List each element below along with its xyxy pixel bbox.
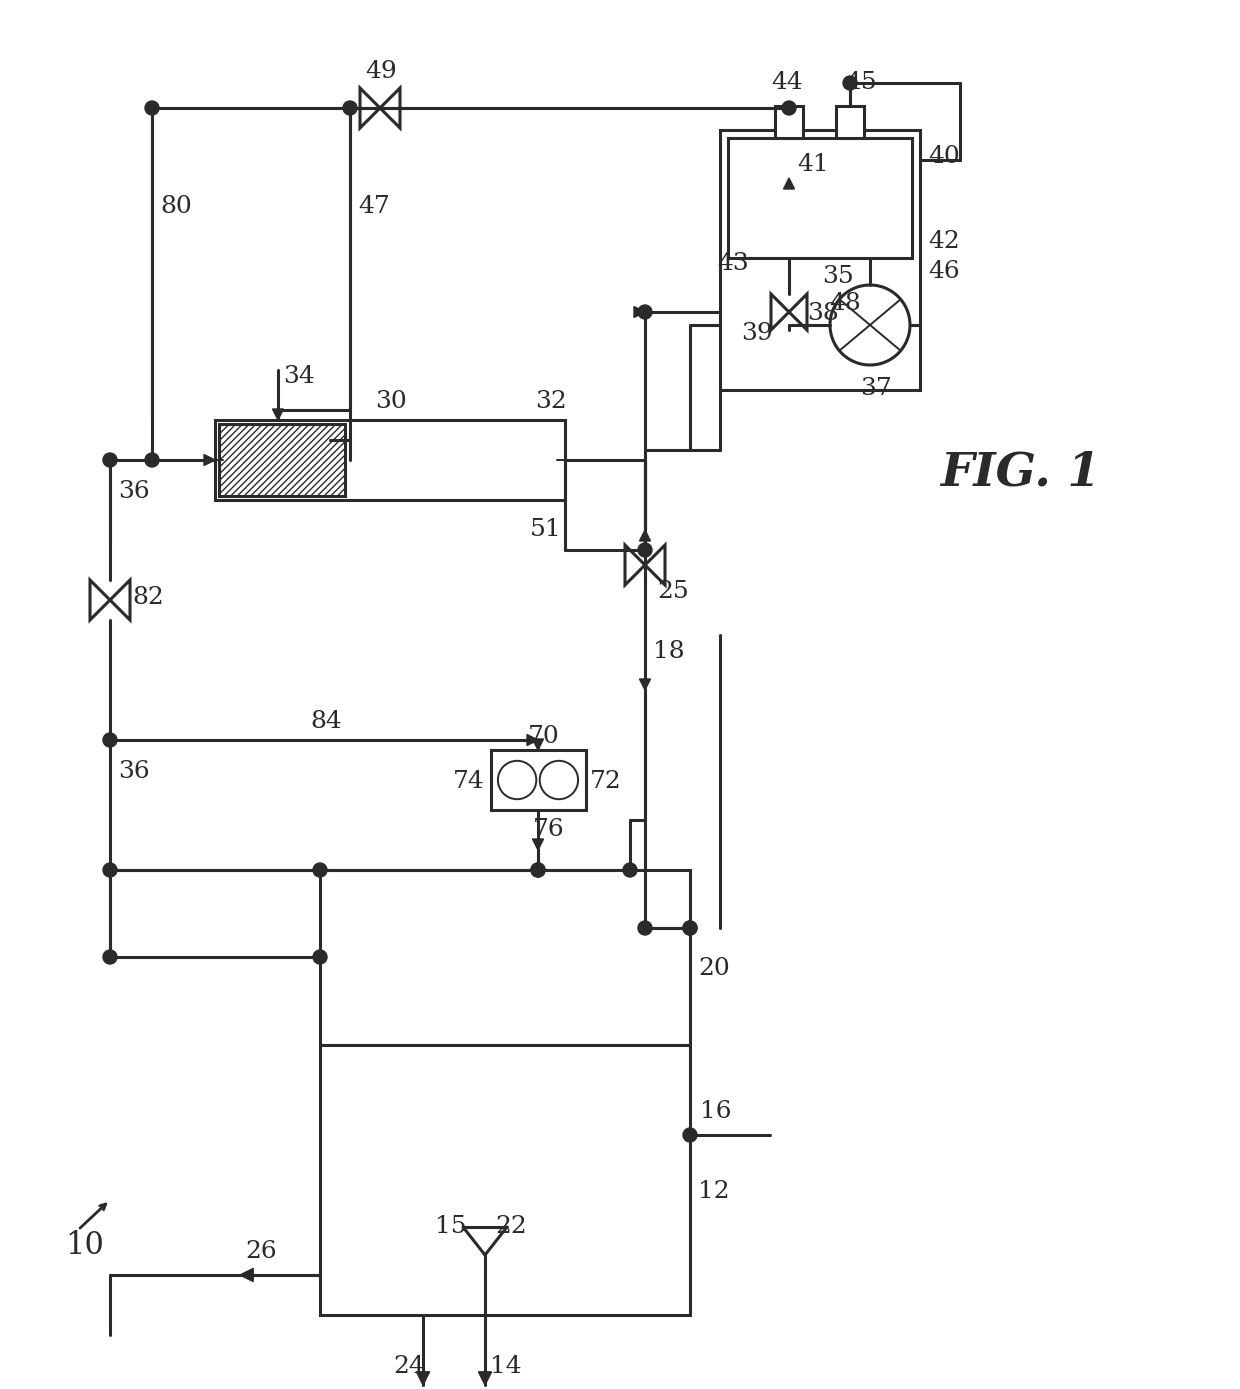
Polygon shape: [634, 307, 645, 318]
Bar: [775, 106, 804, 138]
Text: 84: 84: [310, 710, 342, 733]
Text: 32: 32: [534, 390, 567, 413]
Bar: [320, 870, 689, 1045]
Polygon shape: [640, 531, 651, 540]
Text: 36: 36: [118, 760, 150, 783]
Text: 22: 22: [495, 1215, 527, 1238]
Text: 47: 47: [358, 194, 389, 218]
Polygon shape: [479, 1372, 491, 1385]
Circle shape: [683, 921, 697, 935]
Text: 38: 38: [807, 301, 838, 325]
Circle shape: [683, 1128, 697, 1142]
Text: 18: 18: [653, 640, 684, 663]
Text: 34: 34: [283, 365, 315, 388]
Circle shape: [683, 921, 697, 935]
Circle shape: [103, 453, 117, 467]
Polygon shape: [532, 739, 543, 750]
Circle shape: [622, 863, 637, 876]
Circle shape: [639, 306, 652, 319]
Text: 26: 26: [246, 1240, 277, 1263]
Text: 14: 14: [490, 1356, 522, 1378]
Text: 35: 35: [822, 265, 854, 288]
Text: 70: 70: [528, 725, 559, 749]
Text: 30: 30: [374, 390, 407, 413]
Circle shape: [343, 101, 357, 115]
Polygon shape: [532, 839, 543, 850]
Text: 41: 41: [797, 153, 828, 176]
Bar: [836, 106, 864, 138]
Text: 82: 82: [131, 586, 164, 608]
Polygon shape: [241, 1268, 253, 1282]
Text: 16: 16: [701, 1100, 732, 1122]
Bar: [728, 138, 911, 258]
Circle shape: [639, 921, 652, 935]
Text: 48: 48: [830, 292, 861, 315]
Text: 12: 12: [698, 1181, 729, 1203]
Text: 24: 24: [393, 1356, 425, 1378]
Circle shape: [103, 733, 117, 747]
Text: 51: 51: [529, 518, 562, 540]
Text: 20: 20: [698, 957, 730, 981]
Text: 42: 42: [928, 231, 960, 253]
Text: 80: 80: [160, 194, 192, 218]
Circle shape: [145, 453, 159, 467]
Polygon shape: [527, 735, 538, 746]
Text: 76: 76: [533, 818, 564, 840]
Circle shape: [145, 101, 159, 115]
Circle shape: [103, 950, 117, 964]
Polygon shape: [273, 408, 284, 419]
Bar: [320, 1045, 689, 1315]
Polygon shape: [784, 178, 795, 189]
Circle shape: [531, 863, 546, 876]
Text: 44: 44: [771, 71, 802, 94]
Circle shape: [312, 950, 327, 964]
Text: 25: 25: [657, 581, 688, 603]
Text: 10: 10: [64, 1231, 104, 1261]
Bar: [215, 419, 565, 500]
Text: 15: 15: [435, 1215, 466, 1238]
Text: 74: 74: [453, 770, 485, 793]
Text: 49: 49: [365, 60, 397, 83]
Text: FIG. 1: FIG. 1: [940, 450, 1100, 496]
Text: 45: 45: [844, 71, 877, 94]
Text: 72: 72: [590, 770, 621, 793]
Text: 43: 43: [717, 251, 749, 275]
Bar: [219, 424, 345, 496]
Circle shape: [103, 863, 117, 876]
Circle shape: [639, 543, 652, 557]
Bar: [720, 131, 920, 390]
Polygon shape: [417, 1372, 429, 1385]
Circle shape: [312, 863, 327, 876]
Text: 40: 40: [928, 144, 960, 168]
Polygon shape: [205, 454, 215, 465]
Text: 37: 37: [861, 376, 892, 400]
Text: 46: 46: [928, 260, 960, 283]
Circle shape: [531, 863, 546, 876]
Text: 36: 36: [118, 481, 150, 503]
Text: 39: 39: [742, 322, 773, 344]
Circle shape: [782, 101, 796, 115]
Bar: [491, 750, 587, 810]
Polygon shape: [640, 679, 651, 690]
Circle shape: [843, 76, 857, 90]
